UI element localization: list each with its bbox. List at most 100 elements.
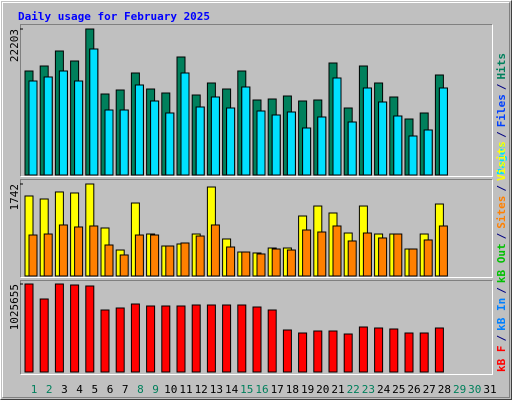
x-tick-label: 23 xyxy=(362,383,375,396)
bar xyxy=(332,225,342,277)
bar xyxy=(389,328,399,373)
bar xyxy=(423,129,433,176)
bar xyxy=(343,333,353,373)
bar xyxy=(89,48,99,176)
bar xyxy=(210,96,220,176)
bar xyxy=(317,116,327,176)
x-tick-label: 5 xyxy=(91,383,98,396)
legend-entry: kB In xyxy=(495,298,508,331)
bar xyxy=(271,248,281,277)
x-tick-label: 27 xyxy=(423,383,436,396)
bar xyxy=(100,309,110,373)
bar xyxy=(206,304,216,373)
bar xyxy=(332,77,342,176)
bar xyxy=(222,304,232,373)
x-tick-label: 10 xyxy=(164,383,177,396)
x-tick-label: 8 xyxy=(137,383,144,396)
chart-title: Daily usage for February 2025 xyxy=(18,10,210,23)
bar xyxy=(161,305,171,373)
bar xyxy=(438,225,448,277)
x-tick-label: 25 xyxy=(392,383,405,396)
x-tick-label: 12 xyxy=(195,383,208,396)
legend: kB F / kB In / kB Out / Sites / Visits xyxy=(495,141,508,372)
x-tick-label: 30 xyxy=(468,383,481,396)
legend-entry: Files xyxy=(495,94,508,127)
bar xyxy=(43,233,53,277)
bar xyxy=(378,237,388,277)
bar xyxy=(362,232,372,277)
bar xyxy=(134,234,144,277)
bar xyxy=(74,226,84,277)
bar xyxy=(404,332,414,373)
bar xyxy=(378,101,388,176)
bar xyxy=(256,253,266,277)
bar xyxy=(28,234,38,277)
bar xyxy=(70,284,80,373)
x-tick-label: 3 xyxy=(61,383,68,396)
x-tick-label: 24 xyxy=(377,383,391,396)
max-label: 1025655 xyxy=(8,284,21,330)
max-label: 22203 xyxy=(8,29,21,62)
bar xyxy=(282,329,292,373)
x-tick-label: 15 xyxy=(240,383,253,396)
bar xyxy=(119,254,129,277)
bar xyxy=(256,110,266,176)
bar xyxy=(119,109,129,176)
bar xyxy=(313,330,323,373)
plot-frame-dark xyxy=(20,280,493,375)
bar xyxy=(43,76,53,176)
bar xyxy=(74,80,84,176)
bar xyxy=(226,246,236,277)
bar xyxy=(195,106,205,176)
bar xyxy=(176,305,186,373)
bar xyxy=(298,332,308,373)
x-tick-label: 16 xyxy=(255,383,268,396)
bar xyxy=(393,115,403,176)
legend-separator: / xyxy=(495,131,508,138)
x-tick-label: 11 xyxy=(179,383,192,396)
bar xyxy=(241,86,251,176)
x-tick-label: 18 xyxy=(286,383,299,396)
bar xyxy=(180,242,190,277)
legend-entry: Visits xyxy=(495,141,508,181)
bar xyxy=(165,245,175,277)
bar xyxy=(358,326,368,373)
bar xyxy=(130,303,140,373)
bar xyxy=(423,239,433,277)
legend-entry: Sites xyxy=(495,196,508,229)
bar xyxy=(191,304,201,373)
plot-frame-light xyxy=(20,24,493,177)
bar xyxy=(150,234,160,277)
x-tick-label: 9 xyxy=(152,383,159,396)
bar xyxy=(28,80,38,176)
bar xyxy=(408,248,418,277)
plot-frame-light xyxy=(20,179,493,278)
x-tick-label: 1 xyxy=(31,383,38,396)
bar xyxy=(89,225,99,277)
x-tick-label: 20 xyxy=(316,383,329,396)
bar xyxy=(347,121,357,176)
bar xyxy=(226,107,236,176)
x-tick-label: 22 xyxy=(347,383,360,396)
bar xyxy=(104,244,114,277)
bar xyxy=(241,251,251,277)
bar xyxy=(195,235,205,277)
x-tick-label: 19 xyxy=(301,383,314,396)
bar xyxy=(180,72,190,176)
x-tick-label: 13 xyxy=(210,383,223,396)
bar xyxy=(237,304,247,373)
bar xyxy=(58,224,68,277)
bar xyxy=(286,249,296,277)
plot-frame-dark xyxy=(20,179,493,278)
bar xyxy=(434,327,444,373)
bar xyxy=(134,84,144,176)
bar xyxy=(286,111,296,176)
bar xyxy=(302,127,312,176)
bar xyxy=(302,229,312,277)
max-label: 1742 xyxy=(8,184,21,211)
bar xyxy=(419,332,429,373)
legend-entry: Pages xyxy=(495,142,508,175)
